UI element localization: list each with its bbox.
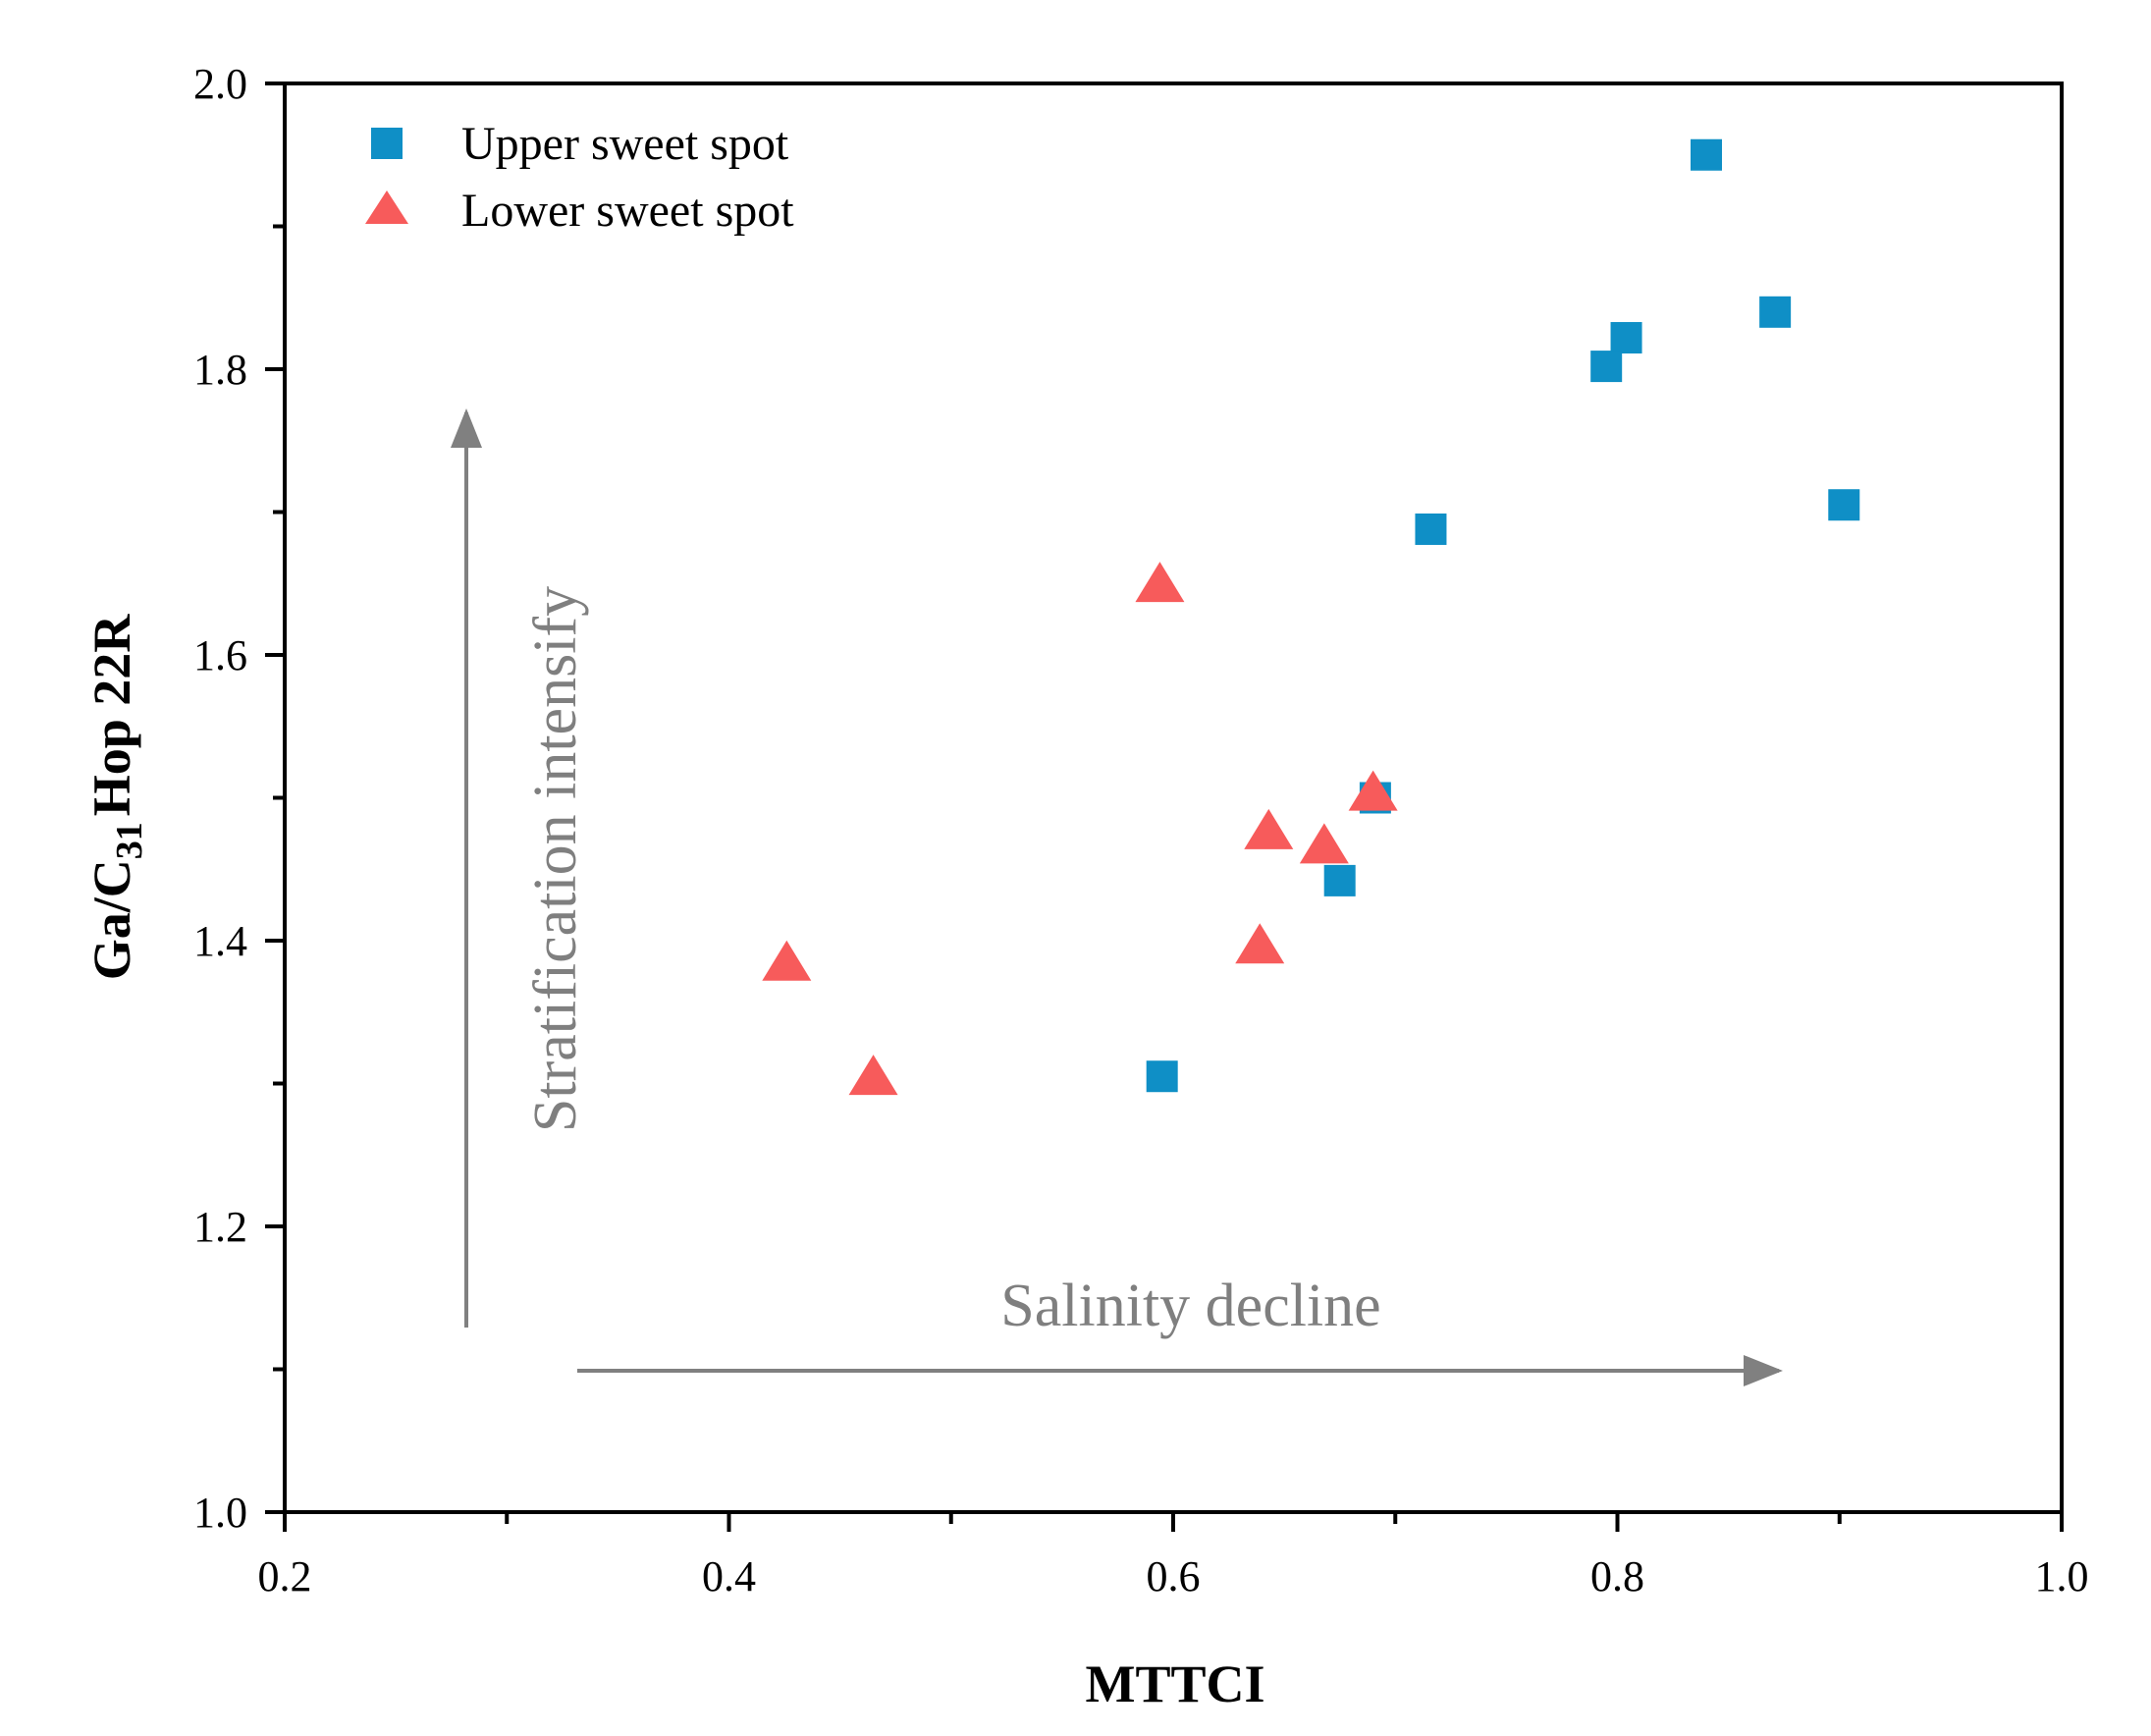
upper-sweet-spot-point bbox=[1323, 864, 1356, 896]
legend-label-upper: Upper sweet spot bbox=[461, 118, 789, 170]
salinity-annotation: Salinity decline bbox=[1000, 1273, 1380, 1339]
x-tick-label: 0.2 bbox=[258, 1552, 312, 1600]
y-axis-title-suffix: Hop 22R bbox=[82, 614, 141, 817]
legend-triangle-symbol bbox=[365, 190, 408, 224]
upper-sweet-spot-point bbox=[1415, 513, 1447, 545]
y-tick-label: 1.8 bbox=[193, 346, 247, 394]
legend: Upper sweet spot Lower sweet spot bbox=[365, 118, 794, 237]
lower-sweet-spot-point bbox=[762, 940, 812, 981]
upper-sweet-spot-point bbox=[1146, 1060, 1178, 1093]
x-tick-label: 0.6 bbox=[1147, 1552, 1201, 1600]
lower-sweet-spot-point bbox=[1348, 770, 1398, 811]
data-points bbox=[762, 138, 1860, 1096]
x-axis-ticks: 0.2 0.4 0.6 0.8 1.0 bbox=[258, 1512, 2089, 1600]
legend-label-lower: Lower sweet spot bbox=[461, 185, 794, 237]
y-tick-label: 1.4 bbox=[193, 917, 247, 965]
x-tick-label: 0.4 bbox=[702, 1552, 756, 1600]
stratification-annotation: Stratification intensify bbox=[522, 586, 589, 1132]
y-tick-label: 1.0 bbox=[193, 1489, 247, 1537]
legend-square-symbol bbox=[371, 128, 403, 159]
upper-sweet-spot-point bbox=[1610, 321, 1642, 353]
y-axis-title: Ga/C31 Hop 22R bbox=[82, 614, 150, 981]
y-axis-title-prefix: Ga/C bbox=[82, 859, 141, 980]
upper-sweet-spot-point bbox=[1759, 296, 1792, 328]
lower-sweet-spot-point bbox=[848, 1055, 898, 1096]
y-tick-label: 1.6 bbox=[193, 631, 247, 679]
y-tick-label: 2.0 bbox=[193, 60, 247, 108]
lower-sweet-spot-point bbox=[1235, 923, 1285, 964]
lower-sweet-spot-point bbox=[1244, 808, 1294, 849]
lower-sweet-spot-point bbox=[1299, 823, 1349, 864]
y-axis-ticks: 1.0 1.2 1.4 1.6 1.8 2.0 bbox=[193, 60, 285, 1537]
x-tick-label: 0.8 bbox=[1590, 1552, 1644, 1600]
x-tick-label: 1.0 bbox=[2035, 1552, 2089, 1600]
upper-sweet-spot-point bbox=[1691, 138, 1722, 171]
y-axis-title-subscript: 31 bbox=[109, 822, 150, 859]
annotation-arrows bbox=[451, 408, 1783, 1386]
upper-sweet-spot-point bbox=[1828, 489, 1860, 521]
upper-sweet-spot-point bbox=[1590, 351, 1623, 383]
lower-sweet-spot-point bbox=[1135, 562, 1185, 603]
y-tick-label: 1.2 bbox=[193, 1203, 247, 1251]
x-axis-title: MTTCI bbox=[1085, 1655, 1264, 1713]
